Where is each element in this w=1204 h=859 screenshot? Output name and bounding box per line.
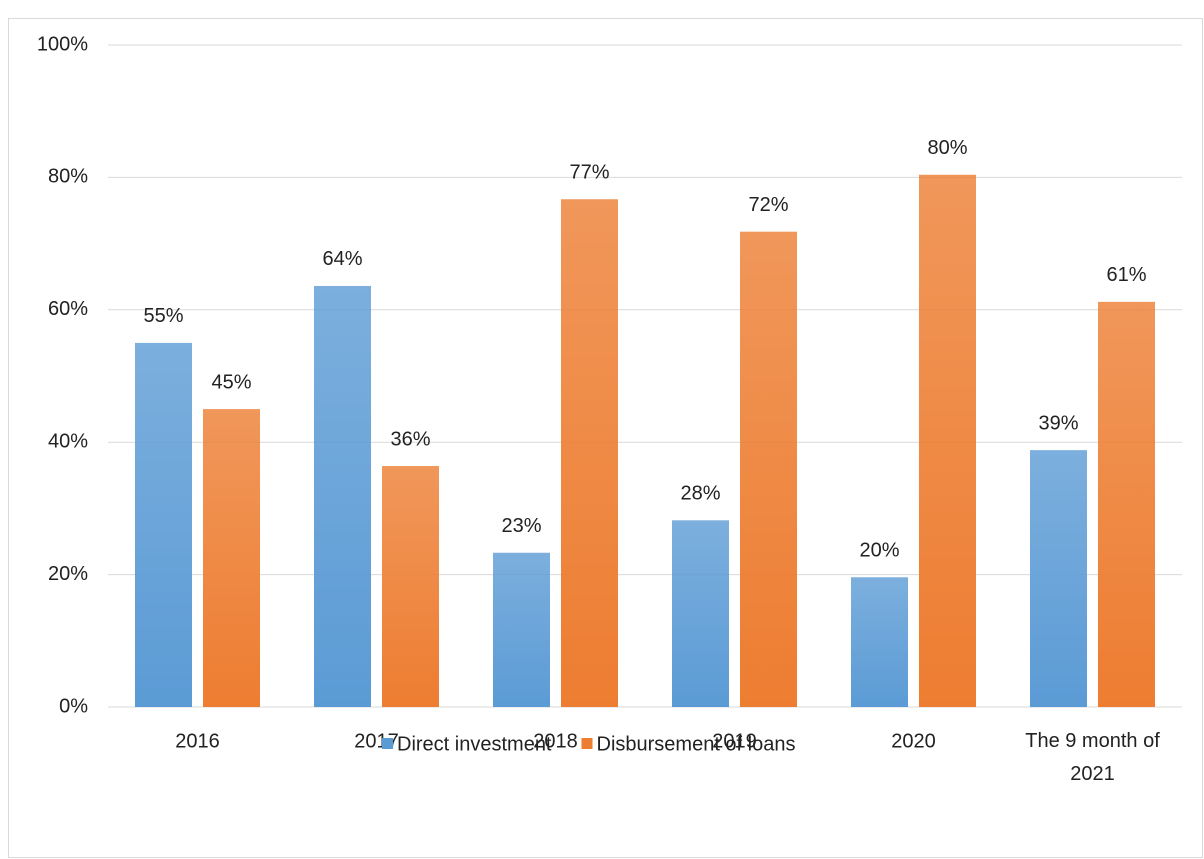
- legend-label: Direct investment: [397, 733, 552, 755]
- x-tick-label: The 9 month of 2021: [1025, 730, 1160, 785]
- y-tick-label: 100%: [37, 33, 88, 55]
- bar: [203, 409, 260, 707]
- legend-swatch: [382, 738, 393, 749]
- data-label: 45%: [211, 371, 251, 393]
- bar: [1098, 301, 1155, 707]
- y-tick-label: 20%: [48, 563, 88, 585]
- x-tick-label: 2016: [175, 730, 220, 752]
- data-label: 36%: [390, 428, 430, 450]
- data-label: 61%: [1106, 264, 1146, 286]
- bar: [493, 552, 550, 707]
- data-label: 39%: [1038, 412, 1078, 434]
- y-tick-label: 80%: [48, 166, 88, 188]
- bar: [851, 577, 908, 707]
- data-label: 80%: [927, 137, 967, 159]
- data-label: 23%: [501, 515, 541, 537]
- y-tick-label: 60%: [48, 298, 88, 320]
- x-tick-label: 2019: [712, 730, 757, 752]
- bar: [919, 174, 976, 707]
- y-tick-label: 0%: [59, 695, 88, 717]
- bar: [561, 199, 618, 707]
- data-label: 64%: [322, 248, 362, 270]
- y-tick-label: 40%: [48, 430, 88, 452]
- bar: [135, 342, 192, 707]
- x-tick-label: 2018: [533, 730, 578, 752]
- bar: [740, 231, 797, 707]
- data-label: 28%: [680, 483, 720, 505]
- bar: [314, 285, 371, 707]
- data-label: 77%: [569, 162, 609, 184]
- legend-label: Disbursement of loans: [597, 733, 796, 755]
- bar: [1030, 450, 1087, 707]
- data-label: 55%: [143, 305, 183, 327]
- data-label: 72%: [748, 194, 788, 216]
- bar: [382, 466, 439, 707]
- data-label: 20%: [859, 540, 899, 562]
- legend-swatch: [581, 738, 593, 749]
- x-tick-label: 2020: [891, 730, 936, 752]
- bar: [672, 520, 729, 707]
